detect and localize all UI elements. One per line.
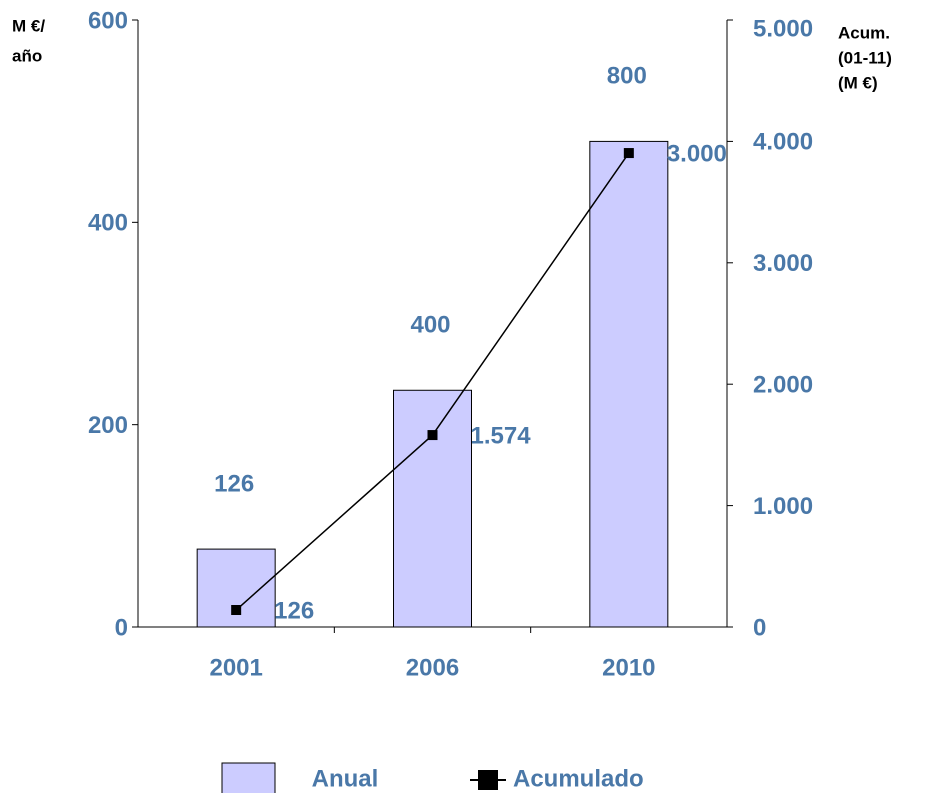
legend-marker — [478, 770, 498, 790]
y2-axis-title: (01-11) — [838, 48, 892, 67]
y-axis-title: año — [12, 46, 42, 65]
y-tick-label: 0 — [115, 614, 128, 641]
legend-label: Acumulado — [513, 765, 644, 792]
x-tick-label: 2001 — [209, 654, 262, 681]
y2-tick-label: 5.000 — [753, 15, 813, 42]
y2-tick-label: 2.000 — [753, 372, 813, 399]
y2-tick-label: 0 — [753, 614, 766, 641]
bar-annotation: 800 — [607, 63, 647, 90]
line-annotation: 3.000 — [667, 140, 727, 167]
line-marker — [623, 148, 634, 159]
legend-swatch — [221, 762, 276, 793]
y2-axis-title: (M €) — [838, 73, 878, 92]
bar — [589, 140, 669, 628]
bar-annotation: 126 — [214, 470, 254, 497]
y-tick-label: 600 — [88, 7, 128, 34]
y2-tick-label: 1.000 — [753, 493, 813, 520]
y2-tick-label: 3.000 — [753, 250, 813, 277]
y-axis-title: M €/ — [12, 16, 45, 35]
x-tick-label: 2006 — [406, 654, 459, 681]
line-marker — [427, 430, 438, 441]
line-marker — [231, 605, 242, 616]
x-tick-label: 2010 — [602, 654, 655, 681]
bar — [393, 389, 472, 628]
bar — [196, 548, 276, 628]
y-tick-label: 400 — [88, 210, 128, 237]
y2-tick-label: 4.000 — [753, 129, 813, 156]
bar-annotation: 400 — [410, 312, 450, 339]
y2-axis-title: Acum. — [838, 23, 890, 42]
line-annotation: 126 — [274, 597, 314, 624]
legend-label: Anual — [312, 765, 379, 792]
y-tick-label: 200 — [88, 412, 128, 439]
line-annotation: 1.574 — [471, 422, 532, 449]
